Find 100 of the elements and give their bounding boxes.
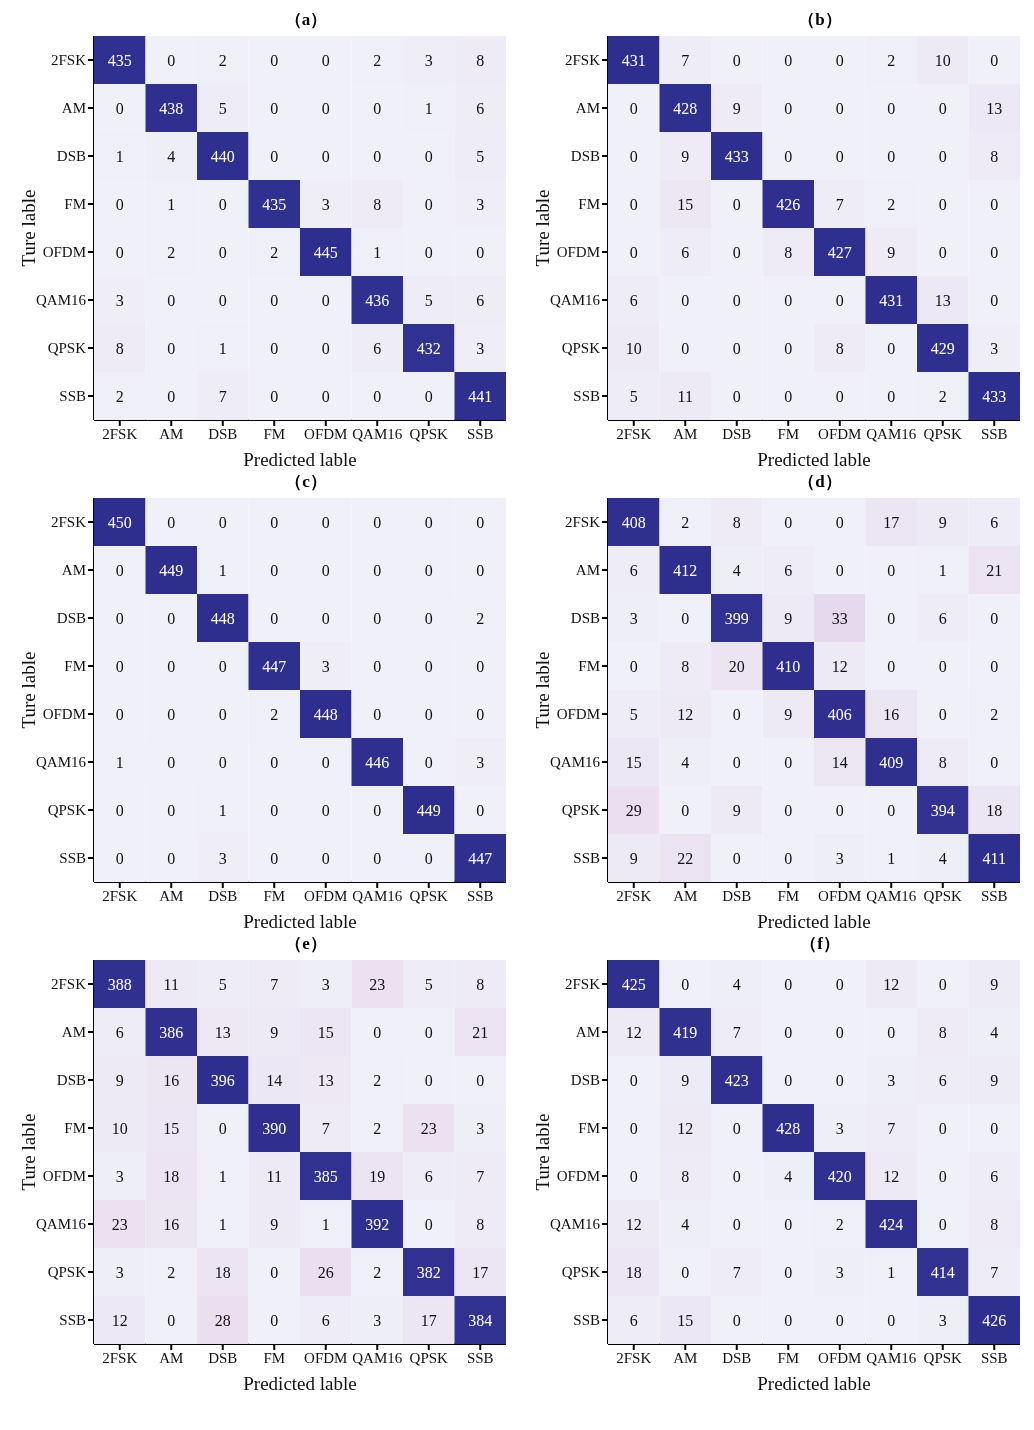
data-label: 18 bbox=[625, 1263, 642, 1281]
data-label: 0 bbox=[218, 513, 227, 531]
data-label: 0 bbox=[476, 657, 485, 675]
data-label: 12 bbox=[677, 1119, 694, 1137]
data-label: 0 bbox=[732, 1215, 741, 1233]
data-label: 12 bbox=[831, 657, 848, 675]
data-label: 0 bbox=[938, 99, 947, 117]
x-tick-label: SSB bbox=[466, 425, 494, 442]
data-label: 3 bbox=[476, 753, 485, 771]
data-label: 19 bbox=[369, 1167, 386, 1185]
data-label: 0 bbox=[732, 1311, 741, 1329]
data-label: 0 bbox=[835, 513, 844, 531]
data-label: 0 bbox=[784, 513, 793, 531]
data-label: 5 bbox=[218, 99, 227, 117]
data-label: 0 bbox=[681, 291, 690, 309]
y-tick-label: OFDM bbox=[42, 244, 86, 261]
data-label: 0 bbox=[373, 99, 382, 117]
data-label: 9 bbox=[732, 99, 741, 117]
x-axis-title: Predicted lable bbox=[757, 911, 871, 932]
data-label: 16 bbox=[163, 1071, 180, 1089]
data-label: 3 bbox=[476, 339, 485, 357]
data-label: 4 bbox=[938, 849, 947, 867]
data-label: 9 bbox=[784, 609, 793, 627]
data-label: 7 bbox=[321, 1119, 330, 1137]
data-label: 9 bbox=[270, 1023, 279, 1041]
data-label: 7 bbox=[476, 1167, 485, 1185]
data-label: 0 bbox=[373, 561, 382, 579]
data-label: 394 bbox=[930, 801, 955, 819]
data-label: 0 bbox=[887, 1311, 896, 1329]
y-tick-label: AM bbox=[61, 562, 86, 579]
data-label: 6 bbox=[784, 561, 793, 579]
data-label: 0 bbox=[835, 561, 844, 579]
x-tick-label: QAM16 bbox=[352, 887, 403, 904]
data-label: 6 bbox=[321, 1311, 330, 1329]
data-label: 0 bbox=[784, 1311, 793, 1329]
data-label: 0 bbox=[218, 195, 227, 213]
data-label: 6 bbox=[476, 99, 485, 117]
data-label: 0 bbox=[270, 609, 279, 627]
data-label: 2 bbox=[373, 1263, 382, 1281]
data-label: 6 bbox=[373, 339, 382, 357]
data-label: 3 bbox=[321, 975, 330, 993]
data-label: 431 bbox=[621, 51, 646, 69]
data-label: 23 bbox=[369, 975, 386, 993]
data-label: 8 bbox=[476, 51, 485, 69]
data-label: 0 bbox=[784, 99, 793, 117]
data-label: 7 bbox=[732, 1023, 741, 1041]
data-label: 9 bbox=[115, 1071, 124, 1089]
x-tick-label: QAM16 bbox=[352, 1349, 403, 1366]
data-label: 17 bbox=[883, 513, 900, 531]
data-label: 0 bbox=[167, 51, 176, 69]
data-label: 408 bbox=[621, 513, 646, 531]
data-label: 392 bbox=[365, 1215, 390, 1233]
x-tick-label: QAM16 bbox=[866, 887, 917, 904]
data-label: 1 bbox=[424, 99, 433, 117]
data-label: 2 bbox=[938, 387, 947, 405]
data-label: 1 bbox=[321, 1215, 330, 1233]
data-label: 6 bbox=[681, 243, 690, 261]
data-label: 18 bbox=[163, 1167, 180, 1185]
y-tick-label: OFDM bbox=[42, 706, 86, 723]
data-label: 0 bbox=[990, 753, 999, 771]
data-label: 0 bbox=[115, 609, 124, 627]
data-label: 0 bbox=[115, 243, 124, 261]
x-tick-label: QPSK bbox=[923, 425, 963, 442]
data-label: 0 bbox=[476, 1071, 485, 1089]
y-tick-label: OFDM bbox=[42, 1168, 86, 1185]
data-label: 399 bbox=[724, 609, 749, 627]
data-label: 9 bbox=[732, 801, 741, 819]
data-label: 6 bbox=[938, 609, 947, 627]
y-axis-title: Ture lable bbox=[17, 651, 39, 729]
data-label: 6 bbox=[629, 561, 638, 579]
data-label: 8 bbox=[835, 339, 844, 357]
x-tick-label: DSB bbox=[722, 425, 752, 442]
data-label: 0 bbox=[424, 243, 433, 261]
data-label: 23 bbox=[111, 1215, 128, 1233]
data-label: 1 bbox=[218, 801, 227, 819]
data-label: 0 bbox=[835, 387, 844, 405]
data-label: 0 bbox=[321, 99, 330, 117]
y-tick-label: QPSK bbox=[47, 340, 87, 357]
data-label: 8 bbox=[938, 1023, 947, 1041]
data-label: 0 bbox=[167, 291, 176, 309]
y-tick-label: OFDM bbox=[556, 1168, 600, 1185]
x-tick-label: OFDM bbox=[818, 887, 862, 904]
data-label: 385 bbox=[313, 1167, 338, 1185]
data-label: 7 bbox=[270, 975, 279, 993]
data-label: 386 bbox=[159, 1023, 184, 1041]
data-label: 29 bbox=[625, 801, 642, 819]
data-label: 4 bbox=[990, 1023, 999, 1041]
data-label: 428 bbox=[673, 99, 698, 117]
data-label: 0 bbox=[373, 849, 382, 867]
y-tick-label: SSB bbox=[59, 850, 86, 867]
data-label: 0 bbox=[732, 705, 741, 723]
data-label: 14 bbox=[831, 753, 848, 771]
data-label: 0 bbox=[835, 1071, 844, 1089]
data-label: 0 bbox=[835, 51, 844, 69]
data-label: 11 bbox=[266, 1167, 282, 1185]
y-axis-title: Ture lable bbox=[531, 1113, 553, 1191]
data-label: 0 bbox=[321, 51, 330, 69]
data-label: 0 bbox=[321, 147, 330, 165]
data-label: 1 bbox=[167, 195, 176, 213]
data-label: 0 bbox=[990, 291, 999, 309]
